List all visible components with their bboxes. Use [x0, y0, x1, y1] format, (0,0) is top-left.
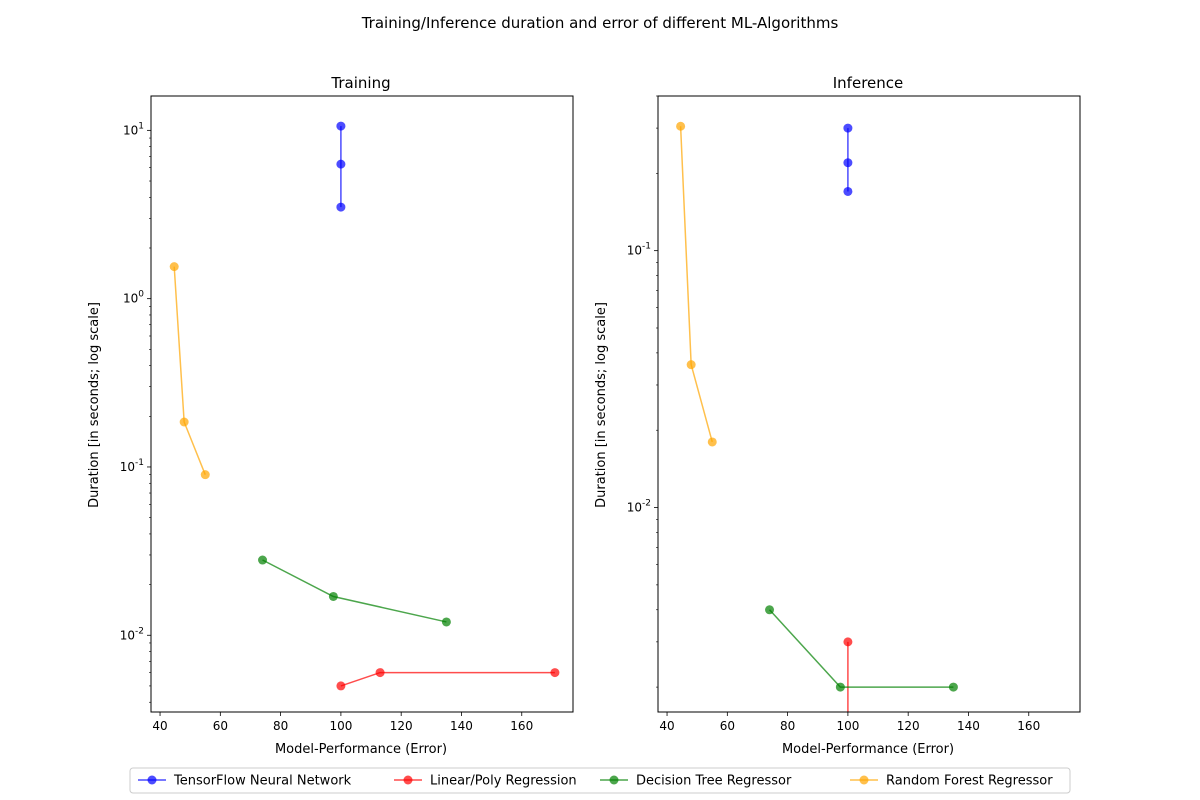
legend-label-linear: Linear/Poly Regression [430, 774, 577, 789]
inference-y-tick-label: 10-1 [627, 242, 651, 258]
inference-x-axis-label: Model-Performance (Error) [782, 742, 954, 757]
inference-subplot: Inference Model-Performance (Error) Dura… [594, 74, 1081, 757]
training-x-tick-label: 40 [152, 719, 167, 733]
training-point-tensorflow-neural-network [336, 202, 346, 212]
training-point-decision-tree-regressor [328, 591, 338, 601]
inference-series-line-decision-tree-regressor [768, 609, 954, 688]
training-x-tick-label: 80 [273, 719, 288, 733]
training-x-tick-label: 160 [510, 719, 533, 733]
training-x-tick-label: 140 [450, 719, 473, 733]
training-subplot-title: Training [330, 74, 390, 92]
inference-y-axis-label: Duration [in seconds; log scale] [594, 302, 609, 508]
training-point-tensorflow-neural-network [336, 121, 346, 131]
legend-entry: Decision Tree Regressor [600, 774, 792, 789]
training-axes-frame [150, 95, 574, 713]
inference-subplot-title: Inference [833, 74, 904, 92]
legend-label-tensorflow: TensorFlow Neural Network [173, 774, 352, 789]
legend-label-decision-tree: Decision Tree Regressor [636, 774, 792, 789]
training-series-line-random-forest-regressor [173, 266, 206, 475]
training-point-random-forest-regressor [200, 470, 210, 480]
inference-point-random-forest-regressor [676, 121, 686, 131]
training-y-tick-label: 101 [123, 121, 144, 137]
figure-title: Training/Inference duration and error of… [361, 14, 839, 32]
inference-point-tensorflow-neural-network [843, 123, 853, 133]
legend-entry: TensorFlow Neural Network [138, 774, 352, 789]
inference-point-decision-tree-regressor [765, 605, 775, 615]
training-point-linear-poly-regression [375, 668, 385, 678]
legend-marker-linear [403, 775, 413, 785]
training-x-tick-label: 60 [213, 719, 228, 733]
training-x-tick-label: 100 [329, 719, 352, 733]
inference-x-tick-label: 120 [897, 719, 920, 733]
training-x-tick-label: 120 [390, 719, 413, 733]
training-point-random-forest-regressor [179, 417, 189, 427]
inference-point-tensorflow-neural-network [843, 158, 853, 168]
training-point-tensorflow-neural-network [336, 159, 346, 169]
training-point-random-forest-regressor [169, 262, 179, 272]
training-point-linear-poly-regression [336, 681, 346, 691]
legend-marker-random-forest [859, 775, 869, 785]
inference-axes-frame [657, 95, 1081, 713]
inference-series-line-random-forest-regressor [679, 126, 713, 443]
inference-x-tick-label: 80 [780, 719, 795, 733]
training-subplot: Training Model-Performance (Error) Durat… [87, 74, 574, 757]
inference-y-tick-label: 10-2 [627, 499, 651, 515]
legend-entry: Linear/Poly Regression [394, 774, 577, 789]
inference-x-tick-label: 100 [836, 719, 859, 733]
inference-point-tensorflow-neural-network [843, 186, 853, 196]
training-point-linear-poly-regression [550, 668, 560, 678]
inference-point-decision-tree-regressor [835, 682, 845, 692]
legend-marker-decision-tree [609, 775, 619, 785]
legend: TensorFlow Neural Network Linear/Poly Re… [129, 767, 1071, 794]
legend-label-random-forest: Random Forest Regressor [886, 774, 1053, 789]
inference-point-random-forest-regressor [707, 437, 717, 447]
inference-point-random-forest-regressor [686, 360, 696, 370]
training-y-axis-label: Duration [in seconds; log scale] [87, 302, 102, 508]
inference-point-linear-poly-regression [843, 637, 853, 647]
training-y-tick-label: 100 [123, 290, 144, 306]
inference-x-tick-label: 60 [720, 719, 735, 733]
legend-entry: Random Forest Regressor [850, 774, 1053, 789]
inference-x-tick-label: 40 [659, 719, 674, 733]
inference-point-decision-tree-regressor [948, 682, 958, 692]
training-point-decision-tree-regressor [441, 617, 451, 627]
training-point-decision-tree-regressor [258, 555, 268, 565]
training-series-line-decision-tree-regressor [262, 559, 447, 623]
training-series-line-linear-poly-regression [340, 671, 555, 687]
inference-x-tick-label: 140 [957, 719, 980, 733]
inference-x-tick-label: 160 [1017, 719, 1040, 733]
legend-marker-tensorflow [147, 775, 157, 785]
training-y-tick-label: 10-2 [120, 626, 144, 642]
training-y-tick-label: 10-1 [120, 458, 144, 474]
training-x-axis-label: Model-Performance (Error) [275, 742, 447, 757]
